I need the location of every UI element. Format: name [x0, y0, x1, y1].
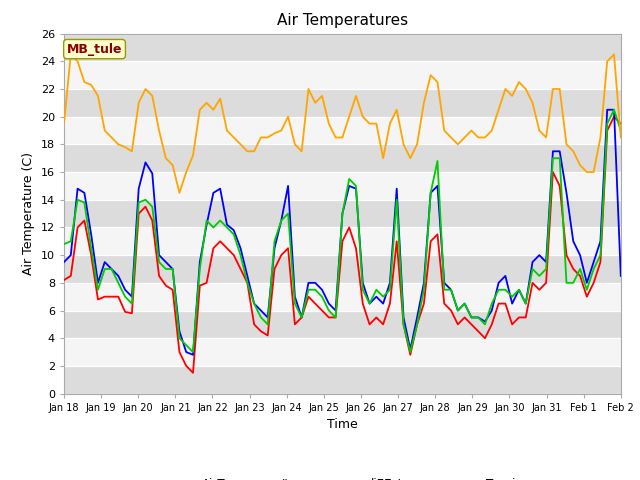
- Bar: [64, 311, 621, 338]
- Bar: [64, 89, 621, 117]
- Legend: AirT, li75_t, li77_temp, Tsonic: AirT, li75_t, li77_temp, Tsonic: [158, 473, 527, 480]
- Bar: [64, 34, 621, 61]
- Bar: [64, 144, 621, 172]
- Bar: [64, 366, 621, 394]
- Text: MB_tule: MB_tule: [67, 43, 122, 56]
- Title: Air Temperatures: Air Temperatures: [277, 13, 408, 28]
- Bar: [64, 200, 621, 228]
- Y-axis label: Air Temperature (C): Air Temperature (C): [22, 152, 35, 275]
- X-axis label: Time: Time: [327, 418, 358, 431]
- Bar: [64, 255, 621, 283]
